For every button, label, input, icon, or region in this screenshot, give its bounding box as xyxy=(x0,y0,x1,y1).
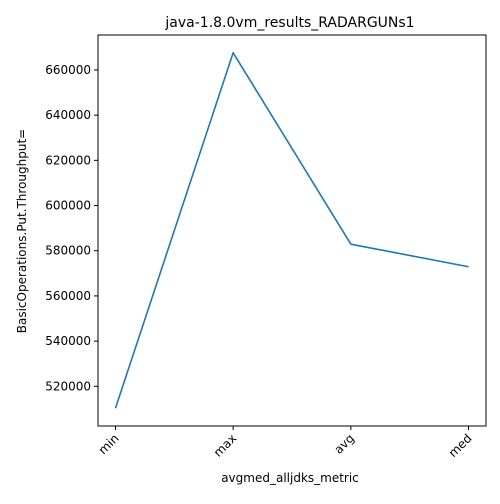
y-tick-label: 660000 xyxy=(45,63,91,77)
y-tick-label: 640000 xyxy=(45,108,91,122)
y-tick-label: 540000 xyxy=(45,334,91,348)
x-axis-label: avgmed_alljdks_metric xyxy=(221,471,359,485)
series-line xyxy=(114,51,469,409)
y-axis: 520000 540000 560000 580000 600000 620000 6400… xyxy=(45,63,98,393)
plot-frame xyxy=(97,34,487,427)
y-tick-label: 600000 xyxy=(45,199,91,213)
y-tick-label: 620000 xyxy=(45,153,91,167)
plot-area xyxy=(114,51,469,409)
y-tick-label: 520000 xyxy=(45,379,91,393)
y-tick-label: 560000 xyxy=(45,289,91,303)
chart-title: java-1.8.0vm_results_RADARGUNs1 xyxy=(164,15,414,31)
y-tick-label: 580000 xyxy=(45,244,91,258)
y-axis-label: BasicOperations.Put.Throughput= xyxy=(15,129,29,333)
